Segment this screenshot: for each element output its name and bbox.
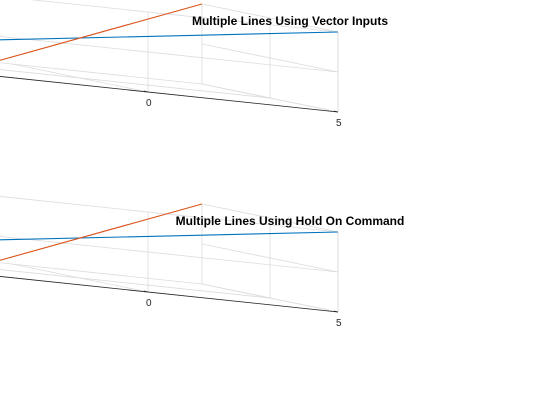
x-tick-label: 0 [146, 298, 152, 309]
x-tick-mark [333, 310, 339, 313]
series-line-2 [0, 3, 203, 61]
gridline [0, 276, 339, 313]
x-tick-label: 5 [336, 318, 342, 329]
x-axis-line [0, 276, 339, 313]
gridline [0, 269, 271, 299]
gridline [201, 243, 339, 273]
gridline [201, 43, 339, 73]
axes-2: -505-505-505Multiple Lines Using Hold On… [0, 196, 405, 329]
gridline [0, 69, 271, 99]
chart-title: Multiple Lines Using Hold On Command [176, 214, 405, 228]
gridline [201, 3, 339, 33]
x-axis-line [0, 76, 339, 113]
gridline [0, 36, 339, 73]
x-tick-mark [143, 290, 149, 293]
gridline [0, 76, 339, 113]
x-tick-mark [143, 90, 149, 93]
gridline [0, 262, 203, 285]
x-tick-label: 0 [146, 98, 152, 109]
gridline [30, 0, 339, 33]
gridline [201, 83, 339, 113]
axes-1: -505-505-505Multiple Lines Using Vector … [0, 0, 388, 129]
gridline [201, 283, 339, 313]
gridline [0, 276, 339, 313]
chart-title: Multiple Lines Using Vector Inputs [192, 14, 388, 28]
series-line-1 [0, 31, 339, 41]
x-tick-label: 5 [336, 118, 342, 129]
gridline [0, 196, 339, 233]
gridline [0, 236, 339, 273]
x-tick-mark [333, 110, 339, 113]
gridline [0, 62, 203, 85]
gridline [0, 76, 339, 113]
series-line-2 [0, 203, 203, 261]
series-line-1 [0, 231, 339, 241]
gridline [201, 203, 339, 233]
